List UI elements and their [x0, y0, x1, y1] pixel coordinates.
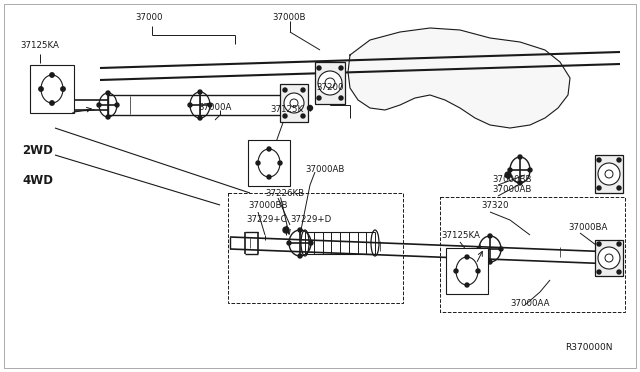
Text: 37000AA: 37000AA [510, 298, 550, 308]
Circle shape [339, 66, 343, 70]
Circle shape [518, 181, 522, 185]
Text: 37125KA: 37125KA [20, 42, 59, 51]
Circle shape [528, 168, 532, 172]
Circle shape [597, 242, 601, 246]
Circle shape [256, 161, 260, 165]
Text: 37229+C: 37229+C [246, 215, 287, 224]
Polygon shape [348, 28, 570, 128]
Circle shape [476, 269, 480, 273]
Circle shape [298, 228, 302, 232]
Text: 37125K: 37125K [270, 106, 303, 115]
Text: 37000BB: 37000BB [492, 174, 531, 183]
Bar [440, 197, 625, 312]
Circle shape [267, 175, 271, 179]
Circle shape [267, 147, 271, 151]
Circle shape [106, 115, 110, 119]
Circle shape [339, 96, 343, 100]
Circle shape [317, 66, 321, 70]
Circle shape [61, 87, 65, 91]
Circle shape [301, 88, 305, 92]
Bar [595, 240, 623, 276]
Text: 37320: 37320 [481, 201, 509, 209]
Circle shape [454, 269, 458, 273]
Circle shape [597, 186, 601, 190]
Circle shape [317, 96, 321, 100]
Text: 4WD: 4WD [22, 173, 53, 186]
Circle shape [39, 87, 44, 91]
Bar [315, 62, 345, 104]
Text: 2WD: 2WD [22, 144, 53, 157]
Circle shape [318, 71, 342, 95]
Bar [30, 65, 74, 113]
Circle shape [298, 254, 302, 258]
Circle shape [208, 103, 212, 107]
Circle shape [505, 172, 511, 178]
Circle shape [617, 186, 621, 190]
Text: 37200: 37200 [316, 83, 344, 93]
Circle shape [465, 283, 469, 287]
Circle shape [283, 114, 287, 118]
Circle shape [477, 247, 481, 251]
Text: 37000AB: 37000AB [492, 186, 531, 195]
Circle shape [198, 116, 202, 120]
Circle shape [115, 103, 119, 107]
Bar [228, 193, 403, 303]
Bar [595, 155, 623, 193]
Circle shape [284, 93, 304, 113]
Text: 37000B: 37000B [272, 13, 305, 22]
Circle shape [598, 247, 620, 269]
Circle shape [198, 90, 202, 94]
Bar [248, 140, 290, 186]
Circle shape [508, 168, 512, 172]
Circle shape [518, 155, 522, 159]
Circle shape [617, 270, 621, 274]
Bar [446, 248, 488, 294]
Circle shape [188, 103, 192, 107]
Text: 37000AB: 37000AB [305, 164, 344, 173]
Text: 37000BA: 37000BA [568, 222, 607, 231]
Circle shape [488, 260, 492, 264]
Bar [280, 84, 308, 122]
Circle shape [106, 91, 110, 95]
Circle shape [278, 161, 282, 165]
Text: 37000BB: 37000BB [248, 202, 287, 211]
Circle shape [50, 73, 54, 77]
Text: 37226KB: 37226KB [265, 189, 304, 198]
Text: 37125KA: 37125KA [441, 231, 480, 241]
Text: 37229+D: 37229+D [290, 215, 332, 224]
Text: 37000A: 37000A [198, 103, 232, 112]
Circle shape [309, 241, 313, 245]
Circle shape [617, 242, 621, 246]
Circle shape [287, 241, 291, 245]
Circle shape [50, 101, 54, 105]
Circle shape [301, 114, 305, 118]
Circle shape [488, 234, 492, 238]
Circle shape [465, 255, 469, 259]
Circle shape [597, 270, 601, 274]
Circle shape [307, 106, 312, 110]
Circle shape [283, 227, 289, 233]
Circle shape [283, 88, 287, 92]
Circle shape [617, 158, 621, 162]
Circle shape [97, 103, 101, 107]
Text: R370000N: R370000N [565, 343, 612, 352]
Circle shape [499, 247, 503, 251]
Text: 37000: 37000 [135, 13, 163, 22]
Circle shape [597, 158, 601, 162]
Circle shape [598, 163, 620, 185]
